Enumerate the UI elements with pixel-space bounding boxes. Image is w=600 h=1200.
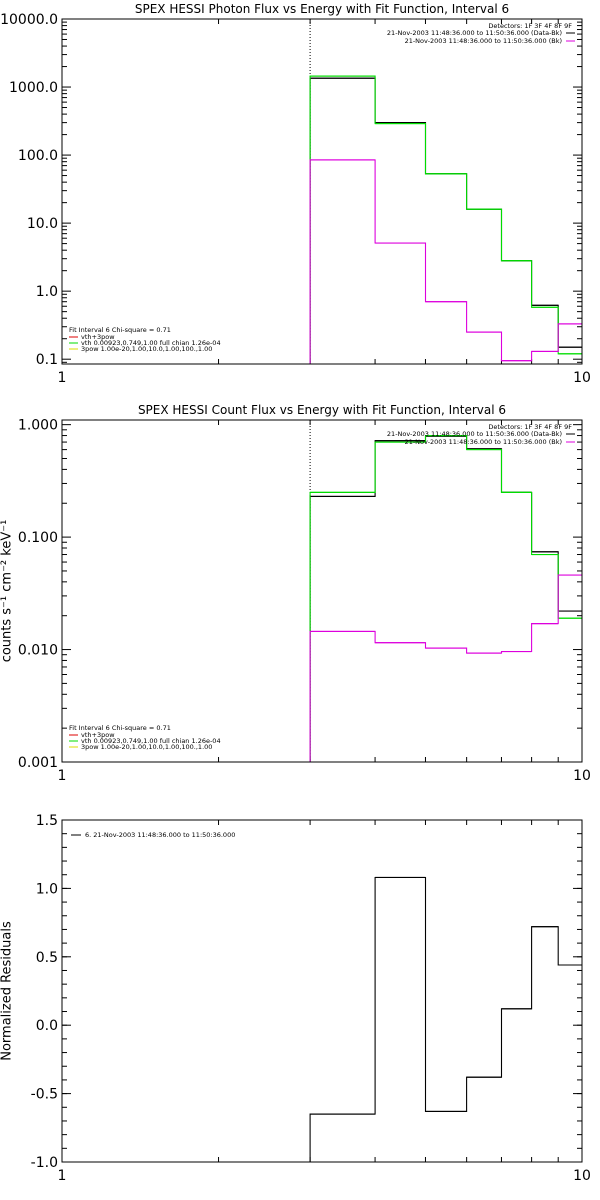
y-tick-label: 10.0: [27, 216, 58, 232]
legend-entry: 21-Nov-2003 11:48:36.000 to 11:50:36.000…: [387, 430, 562, 438]
legend-entry: 3pow 1.00e-20,1.00,10.0,1.00,100.,1.00: [81, 345, 212, 353]
x-tick-label: 1: [58, 1168, 67, 1184]
legend-entry: 6. 21-Nov-2003 11:48:36.000 to 11:50:36.…: [85, 831, 235, 839]
y-tick-label: -0.5: [31, 1087, 58, 1103]
series-line-1: [309, 876, 582, 1162]
y-tick-label: 100.0: [18, 148, 58, 164]
chart-panel-3: Normalized Residuals -1.0 -0.5 0.0 0.5 1.0 1.5…: [0, 813, 591, 1184]
y-tick-label: 1.000: [18, 418, 58, 434]
chart-panel-2: SPEX HESSI Count Flux vs Energy with Fit…: [0, 403, 591, 784]
x-tick-label: 10: [573, 1168, 591, 1184]
y-axis-ticks: -1.0 -0.5 0.0 0.5 1.0 1.5: [31, 813, 582, 1171]
legend-title: Detectors: 1F 3F 4F 8F 9F: [488, 22, 572, 30]
y-axis-ticks: 0.001 0.010 0.100 1.000: [18, 418, 582, 771]
y-tick-label: 10000.0: [0, 12, 58, 28]
y-tick-label: 0.100: [18, 530, 58, 546]
series-group: [309, 75, 582, 364]
series-group: [309, 435, 582, 762]
plot-frame: [61, 819, 583, 1163]
series-line-1: [309, 77, 582, 364]
series-line-2: [309, 435, 582, 762]
plot-frame: [61, 419, 583, 763]
legend-entry: vth+3pow: [81, 333, 115, 341]
legend-entry: 21-Nov-2003 11:48:36.000 to 11:50:36.000…: [405, 438, 562, 446]
x-tick-label: 10: [573, 768, 591, 784]
legend-entry: 21-Nov-2003 11:48:36.000 to 11:50:36.000…: [405, 37, 562, 45]
series-line-1: [309, 435, 582, 762]
legend-entry: 21-Nov-2003 11:48:36.000 to 11:50:36.000…: [387, 29, 562, 37]
y-tick-label: 0.001: [18, 755, 58, 771]
y-tick-label: 0.0: [36, 1018, 58, 1034]
y-axis-label: counts s⁻¹ cm⁻² keV⁻¹: [0, 520, 15, 663]
x-tick-label: 10: [573, 370, 591, 386]
y-tick-label: -1.0: [31, 1155, 58, 1171]
x-tick-label: 1: [58, 370, 67, 386]
chart-panel-1: SPEX HESSI Photon Flux vs Energy with Fi…: [0, 2, 591, 386]
legend-title: Fit Interval 6 Chi-square = 0.71: [69, 326, 171, 334]
legend-bottom-left: Fit Interval 6 Chi-square = 0.71vth+3pow…: [69, 724, 221, 751]
y-axis-ticks: 0.1 1.0 10.0 100.0 1000.0 10000.0: [0, 12, 582, 368]
series-group: [309, 876, 582, 1162]
x-tick-label: 1: [58, 768, 67, 784]
y-tick-label: 1000.0: [9, 80, 58, 96]
series-line-2: [309, 75, 582, 364]
chart-title: SPEX HESSI Count Flux vs Energy with Fit…: [138, 403, 506, 417]
series-line-3: [309, 574, 582, 762]
y-tick-label: 1.0: [36, 284, 58, 300]
legend-entry: vth 0.00923,0.749,1.00 full chian 1.26e-…: [81, 737, 221, 745]
series-line-3: [309, 159, 582, 364]
y-tick-label: 0.5: [36, 950, 58, 966]
legend-entry: 3pow 1.00e-20,1.00,10.0,1.00,100.,1.00: [81, 743, 212, 751]
y-tick-label: 0.010: [18, 643, 58, 659]
legend-entry: vth 0.00923,0.749,1.00 full chian 1.26e-…: [81, 339, 221, 347]
legend-title: Detectors: 1F 3F 4F 8F 9F: [488, 423, 572, 431]
legend-entry: vth+3pow: [81, 731, 115, 739]
y-tick-label: 1.0: [36, 881, 58, 897]
plot-frame: [61, 18, 583, 365]
legend-bottom-left: Fit Interval 6 Chi-square = 0.71vth+3pow…: [69, 326, 221, 353]
chart-title: SPEX HESSI Photon Flux vs Energy with Fi…: [135, 2, 509, 16]
legend-title: Fit Interval 6 Chi-square = 0.71: [69, 724, 171, 732]
y-tick-label: 0.1: [36, 352, 58, 368]
y-axis-label: Normalized Residuals: [0, 921, 15, 1061]
x-axis-ticks: 1 10: [58, 820, 591, 1184]
y-tick-label: 1.5: [36, 813, 58, 829]
legend-top-left: 6. 21-Nov-2003 11:48:36.000 to 11:50:36.…: [71, 831, 235, 839]
